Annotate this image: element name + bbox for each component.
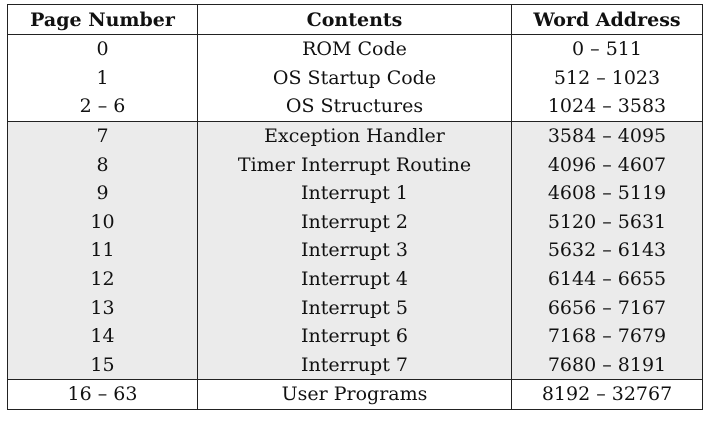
cell-word-address: 7168 – 7679 bbox=[511, 321, 703, 351]
table-row: 13 Interrupt 5 6656 – 7167 bbox=[7, 293, 703, 322]
cell-contents: Interrupt 4 bbox=[197, 264, 512, 294]
cell-page-number: 12 bbox=[7, 264, 198, 294]
memory-map-table-container: Page Number Contents Word Address 0 ROM C… bbox=[7, 4, 703, 410]
table-row: 10 Interrupt 2 5120 – 5631 bbox=[7, 207, 703, 237]
cell-page-number: 8 bbox=[7, 150, 198, 179]
memory-map-table: Page Number Contents Word Address 0 ROM C… bbox=[7, 4, 703, 410]
table-row: 11 Interrupt 3 5632 – 6143 bbox=[7, 236, 703, 265]
cell-page-number: 11 bbox=[7, 236, 198, 265]
table-row: 0 ROM Code 0 – 511 bbox=[7, 34, 703, 64]
cell-contents: Timer Interrupt Routine bbox=[197, 150, 512, 179]
cell-word-address: 4096 – 4607 bbox=[511, 150, 703, 179]
table-row: 2 – 6 OS Structures 1024 – 3583 bbox=[7, 92, 703, 122]
cell-word-address: 6144 – 6655 bbox=[511, 264, 703, 294]
cell-word-address: 0 – 511 bbox=[511, 34, 703, 64]
cell-contents: Interrupt 6 bbox=[197, 321, 512, 351]
cell-page-number: 0 bbox=[7, 34, 198, 64]
cell-contents: OS Structures bbox=[197, 92, 512, 122]
cell-page-number: 10 bbox=[7, 207, 198, 237]
cell-page-number: 15 bbox=[7, 350, 198, 380]
cell-page-number: 14 bbox=[7, 321, 198, 351]
table-row: 8 Timer Interrupt Routine 4096 – 4607 bbox=[7, 150, 703, 179]
table-row: 12 Interrupt 4 6144 – 6655 bbox=[7, 264, 703, 294]
cell-word-address: 5632 – 6143 bbox=[511, 236, 703, 265]
table-row: 9 Interrupt 1 4608 – 5119 bbox=[7, 178, 703, 208]
cell-contents: Interrupt 2 bbox=[197, 207, 512, 237]
table-row: 15 Interrupt 7 7680 – 8191 bbox=[7, 350, 703, 380]
cell-page-number: 1 bbox=[7, 63, 198, 93]
header-page-number: Page Number bbox=[7, 4, 198, 35]
cell-word-address: 512 – 1023 bbox=[511, 63, 703, 93]
cell-contents: Exception Handler bbox=[197, 120, 512, 151]
header-word-address: Word Address bbox=[511, 4, 703, 35]
table-body: 0 ROM Code 0 – 511 1 OS Startup Code 512 – 10… bbox=[7, 34, 703, 410]
table-row: 14 Interrupt 6 7168 – 7679 bbox=[7, 321, 703, 351]
cell-word-address: 1024 – 3583 bbox=[511, 92, 703, 122]
header-row: Page Number Contents Word Address bbox=[7, 4, 703, 35]
cell-word-address: 8192 – 32767 bbox=[511, 379, 703, 410]
table-row: 1 OS Startup Code 512 – 1023 bbox=[7, 63, 703, 93]
cell-page-number: 16 – 63 bbox=[7, 379, 198, 410]
cell-contents: OS Startup Code bbox=[197, 63, 512, 93]
table-row: 16 – 63 User Programs 8192 – 32767 bbox=[7, 379, 703, 410]
cell-page-number: 7 bbox=[7, 120, 198, 151]
table-row: 7 Exception Handler 3584 – 4095 bbox=[7, 120, 703, 151]
cell-contents: Interrupt 7 bbox=[197, 350, 512, 380]
cell-contents: Interrupt 1 bbox=[197, 178, 512, 208]
cell-contents: Interrupt 5 bbox=[197, 293, 512, 322]
cell-contents: User Programs bbox=[197, 379, 512, 410]
cell-word-address: 3584 – 4095 bbox=[511, 120, 703, 151]
cell-word-address: 7680 – 8191 bbox=[511, 350, 703, 380]
cell-page-number: 9 bbox=[7, 178, 198, 208]
cell-word-address: 4608 – 5119 bbox=[511, 178, 703, 208]
cell-word-address: 5120 – 5631 bbox=[511, 207, 703, 237]
cell-page-number: 2 – 6 bbox=[7, 92, 198, 122]
header-contents: Contents bbox=[197, 4, 512, 35]
cell-contents: ROM Code bbox=[197, 34, 512, 64]
cell-contents: Interrupt 3 bbox=[197, 236, 512, 265]
cell-page-number: 13 bbox=[7, 293, 198, 322]
cell-word-address: 6656 – 7167 bbox=[511, 293, 703, 322]
